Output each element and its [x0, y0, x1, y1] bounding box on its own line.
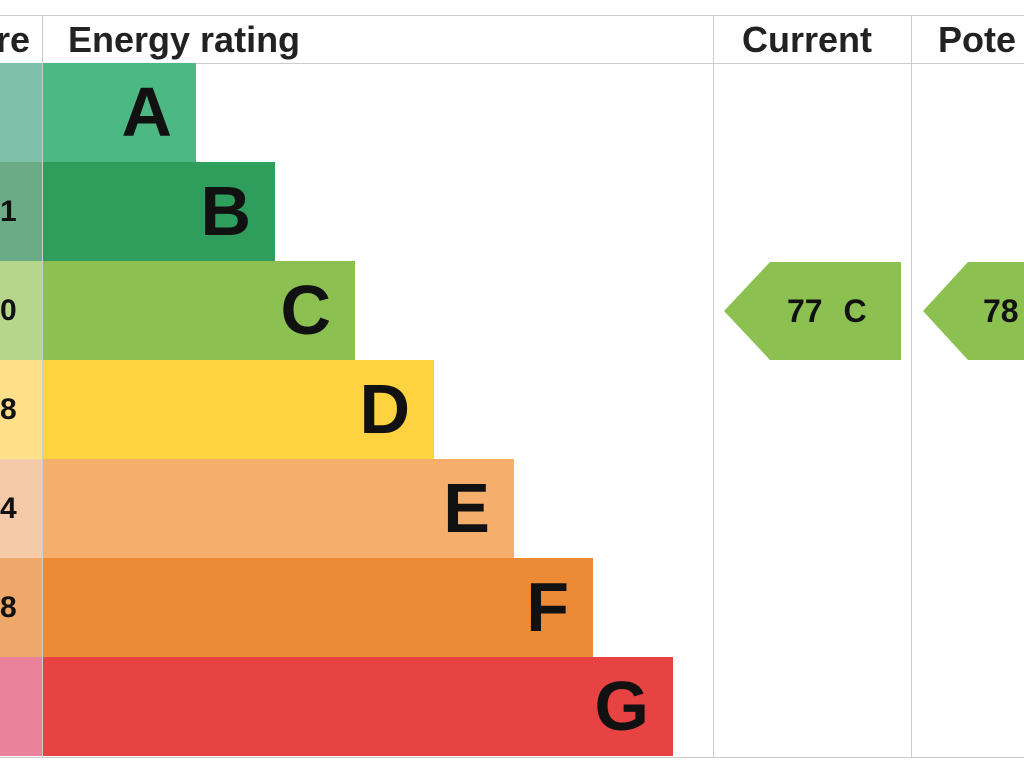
current-header: Current [742, 19, 873, 60]
potential-header: Pote [938, 19, 1017, 60]
top-border [0, 15, 1024, 16]
column-divider [42, 15, 43, 758]
band-letter: E [443, 469, 490, 547]
band-letter: C [280, 271, 331, 349]
score-cell: 8 [0, 360, 42, 459]
score-cell: 4 [0, 459, 42, 558]
current-arrow [724, 262, 901, 360]
band-letter: F [526, 568, 569, 646]
potential-arrow [923, 262, 1024, 360]
column-divider [713, 15, 714, 758]
band-bar [43, 162, 275, 261]
score-cell: 8 [0, 558, 42, 657]
energy-rating-header: Energy rating [68, 19, 301, 60]
column-divider [911, 15, 912, 758]
potential-label: 78 [983, 293, 1019, 329]
header-border [0, 63, 1024, 64]
band-letter: A [121, 73, 172, 151]
band-bar [43, 558, 593, 657]
band-bar [43, 459, 514, 558]
score-cell [0, 63, 42, 162]
band-bar [43, 261, 355, 360]
band-bar [43, 63, 196, 162]
band-bar [43, 360, 434, 459]
band-letter: D [359, 370, 410, 448]
current-label: 77 C [787, 293, 867, 329]
score-cell: 1 [0, 162, 42, 261]
score-header: re [0, 19, 31, 60]
band-letter: B [200, 172, 251, 250]
score-cell [0, 657, 42, 756]
bottom-border [0, 757, 1024, 758]
band-letter: G [594, 667, 649, 745]
band-bar [43, 657, 673, 756]
score-cell: 0 [0, 261, 42, 360]
